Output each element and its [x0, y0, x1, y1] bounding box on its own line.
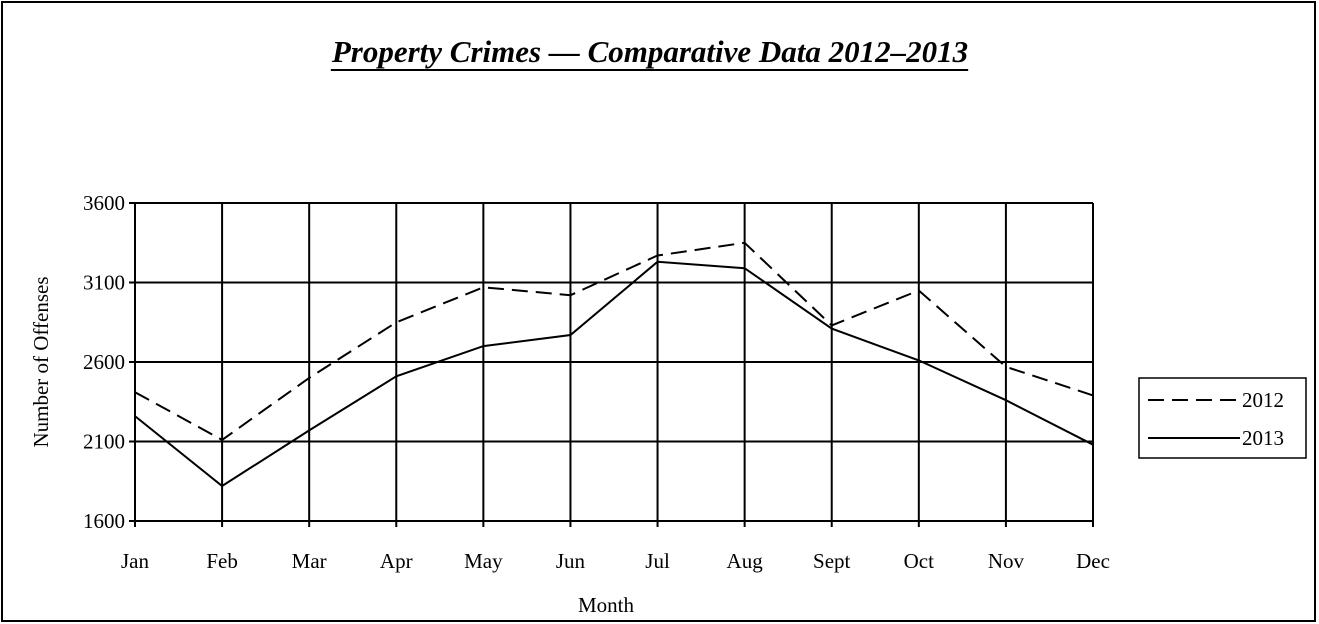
chart-title-group: Property Crimes — Comparative Data 2012–… [330, 34, 969, 71]
tick-labels: 1600 2100 2600 3100 3600 Jan Feb Mar Apr May Jun Ju… [83, 191, 1110, 573]
x-tick-label: Jan [121, 549, 149, 573]
legend: 2012 2013 [1138, 377, 1307, 459]
y-tick-label: 2600 [83, 350, 125, 374]
x-tick-label: Nov [988, 549, 1025, 573]
legend-label-2013: 2013 [1242, 426, 1284, 450]
x-tick-label: Oct [904, 549, 934, 573]
x-axis-label: Month [578, 593, 635, 617]
chart-title: Property Crimes — Comparative Data 2012–… [331, 34, 968, 69]
series-line-2013 [134, 260, 1094, 488]
x-tick-label: Apr [380, 549, 413, 573]
x-tick-label: Aug [727, 549, 764, 573]
x-tick-label: Dec [1076, 549, 1110, 573]
legend-box [1138, 377, 1307, 459]
x-tick-label: Jul [645, 549, 670, 573]
series-line-2012 [134, 241, 1094, 442]
x-tick-label: Jun [556, 549, 586, 573]
x-tick-label: Feb [206, 549, 238, 573]
y-tick-label: 1600 [83, 509, 125, 533]
y-tick-label: 2100 [83, 430, 125, 454]
x-tick-label: May [464, 549, 503, 573]
y-axis-label: Number of Offenses [29, 276, 53, 447]
grid [135, 202, 1094, 521]
legend-label-2012: 2012 [1242, 388, 1284, 412]
x-tick-label: Sept [813, 549, 851, 573]
y-tick-label: 3100 [83, 271, 125, 295]
y-tick-label: 3600 [83, 191, 125, 215]
x-tick-label: Mar [292, 549, 327, 573]
series-lines [134, 241, 1094, 488]
axes [129, 202, 1094, 527]
